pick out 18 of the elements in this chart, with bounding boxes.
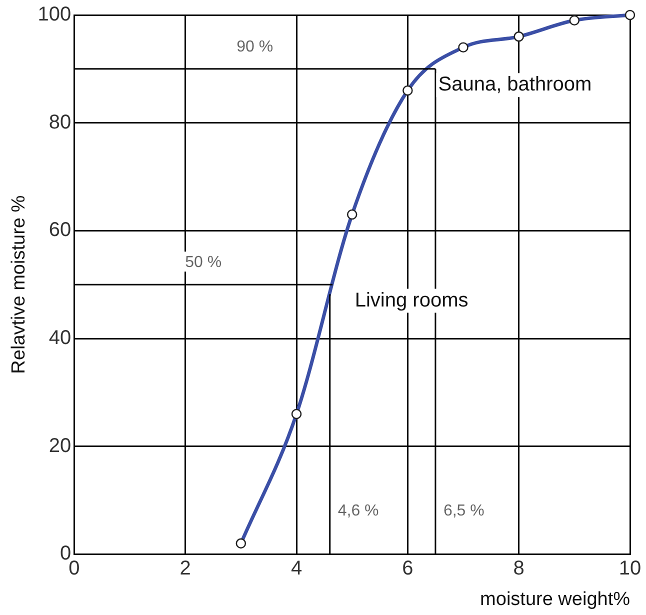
y-tick-label: 40 [48, 327, 72, 350]
x-tick-label: 6 [402, 558, 414, 580]
ref-line-label: 4,6 % [338, 502, 379, 520]
ref-line-label: 50 % [185, 254, 222, 272]
y-axis-title: Relavtive moisture % [8, 195, 30, 374]
y-tick-label: 20 [48, 434, 72, 457]
y-tick-label: 100 [38, 4, 72, 26]
annotation: Sauna, bathroom [438, 74, 592, 96]
x-tick-label: 4 [290, 558, 302, 580]
x-tick-label: 2 [180, 558, 191, 580]
y-tick-label: 80 [48, 111, 72, 134]
x-tick-label: 10 [618, 558, 642, 580]
x-tick-label: 8 [513, 558, 524, 580]
ref-line-label: 6,5 % [443, 502, 484, 520]
y-tick-label: 60 [48, 219, 72, 242]
annotation: Living rooms [354, 289, 468, 312]
x-axis-title: moisture weight% [480, 588, 630, 610]
ref-line-label: 90 % [236, 38, 274, 56]
